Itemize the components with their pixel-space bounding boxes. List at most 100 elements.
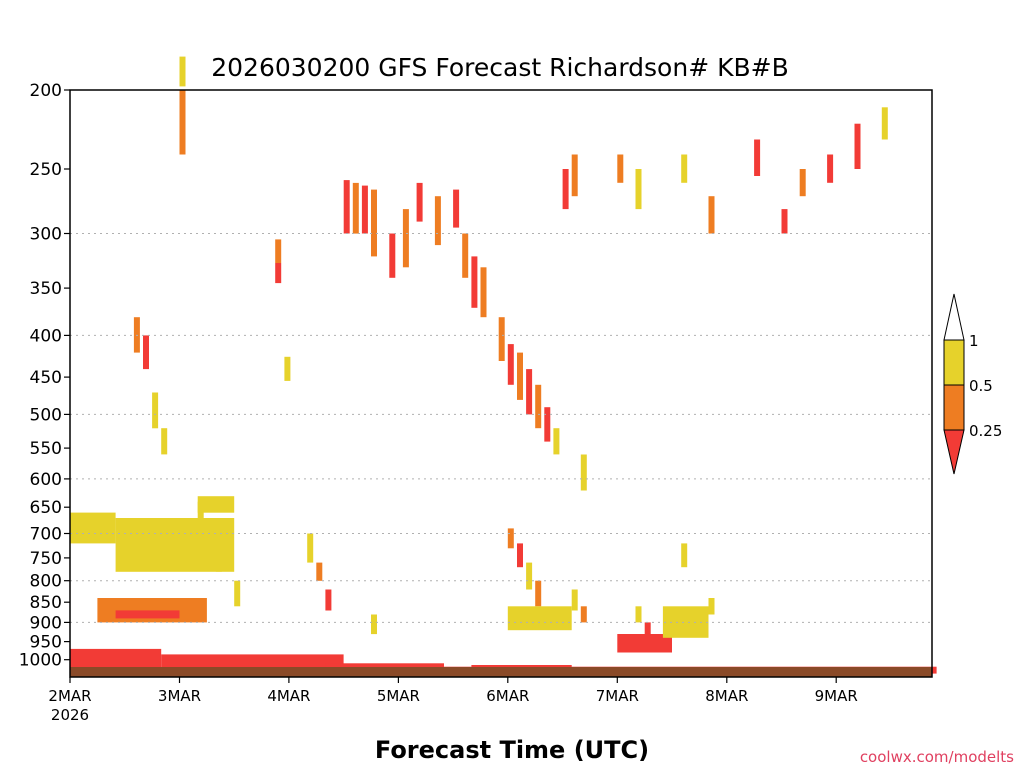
- richardson-cell: [635, 169, 642, 210]
- y-tick-label-800: 800: [30, 572, 62, 592]
- x-tick-label-9MAR: 9MAR: [815, 687, 858, 705]
- y-tick-label-200: 200: [30, 81, 62, 101]
- x-tick-label-5MAR: 5MAR: [377, 687, 420, 705]
- stability-band: [617, 634, 672, 653]
- chart-title: 2026030200 GFS Forecast Richardson# KB#B: [211, 53, 789, 82]
- richardson-cell: [325, 589, 332, 611]
- richardson-cell: [316, 562, 323, 581]
- stability-band: [197, 496, 235, 513]
- richardson-cell: [526, 369, 533, 415]
- richardson-cell: [507, 344, 514, 385]
- x-axis: 2MAR 3MAR 4MAR 5MAR 6MAR 7MAR 8MAR 9MAR 2026: [48, 677, 858, 724]
- y-tick-label-550: 550: [30, 439, 62, 459]
- richardson-cell: [416, 182, 423, 222]
- richardson-cell: [781, 209, 788, 234]
- richardson-cell: [371, 189, 377, 257]
- richardson-cell: [517, 543, 523, 568]
- x-tick-label-3MAR: 3MAR: [158, 687, 201, 705]
- richardson-cell: [617, 154, 624, 183]
- richardson-cell: [471, 256, 478, 308]
- y-axis: 200 250 300 350 400 450 500 550 600 650 700 750 8008…: [19, 81, 70, 671]
- richardson-cell: [827, 154, 834, 183]
- richardson-cell: [854, 123, 861, 169]
- richardson-cell: [708, 598, 715, 615]
- richardson-cell: [161, 428, 168, 455]
- richardson-cell: [434, 196, 441, 246]
- richardson-cell: [371, 614, 377, 635]
- y-tick-label-900: 900: [30, 613, 62, 633]
- legend-swatch-0.25-0.5: [943, 384, 965, 431]
- richardson-cell: [544, 407, 551, 442]
- y-tick-label-850: 850: [30, 593, 62, 613]
- x-year-label: 2026: [51, 706, 89, 724]
- richardson-cell: [644, 622, 651, 642]
- legend-swatch-above-1: [943, 293, 965, 341]
- richardson-cell: [179, 90, 186, 155]
- stability-band: [70, 648, 162, 671]
- richardson-cell: [571, 154, 578, 197]
- richardson-cell: [507, 528, 514, 549]
- richardson-cell: [275, 263, 282, 284]
- richardson-cell: [517, 352, 523, 400]
- richardson-cell: [152, 392, 159, 429]
- richardson-cell: [352, 182, 359, 234]
- richardson-cell: [498, 317, 505, 361]
- y-tick-label-500: 500: [30, 405, 62, 425]
- richardson-cell: [526, 562, 533, 590]
- legend-label-1: 1: [969, 332, 979, 350]
- richardson-cell: [389, 233, 396, 278]
- richardson-cell: [343, 180, 350, 234]
- y-tick-label-350: 350: [30, 279, 62, 299]
- y-tick-label-600: 600: [30, 470, 62, 490]
- data-cells: [133, 56, 888, 642]
- richardson-cell: [234, 580, 241, 607]
- richardson-cell: [402, 209, 409, 268]
- stability-band: [325, 663, 444, 671]
- y-tick-label-1000: 1000: [19, 651, 62, 671]
- legend-label-0.5: 0.5: [969, 377, 993, 395]
- richardson-cell: [361, 185, 368, 234]
- y-tick-label-750: 750: [30, 549, 62, 569]
- richardson-cell: [681, 543, 688, 568]
- y-tick-label-650: 650: [30, 498, 62, 518]
- y-tick-label-950: 950: [30, 633, 62, 653]
- richardson-cell: [708, 196, 715, 234]
- richardson-cell: [580, 454, 587, 491]
- stability-band: [507, 606, 572, 631]
- richardson-cell: [553, 428, 560, 455]
- richardson-cell: [462, 233, 469, 278]
- x-tick-label-6MAR: 6MAR: [486, 687, 529, 705]
- stability-band: [70, 512, 116, 544]
- stability-regions: [70, 496, 937, 674]
- y-tick-label-700: 700: [30, 525, 62, 545]
- richardson-cell: [562, 169, 569, 210]
- plot-frame: [69, 89, 933, 678]
- x-tick-label-2MAR: 2MAR: [48, 687, 91, 705]
- legend-swatch-below-0.25: [943, 429, 965, 475]
- richardson-cell: [681, 154, 688, 183]
- ground-surface: [70, 667, 932, 677]
- y-tick-label-450: 450: [30, 368, 62, 388]
- richardson-cell: [179, 56, 186, 87]
- legend-swatch-0.5-1: [943, 339, 965, 386]
- richardson-cell: [143, 335, 149, 370]
- richardson-cell: [580, 606, 587, 623]
- richardson-cell: [799, 169, 806, 197]
- x-tick-label-8MAR: 8MAR: [705, 687, 748, 705]
- richardson-cell: [571, 589, 578, 611]
- richardson-cell: [754, 139, 761, 176]
- y-tick-label-300: 300: [30, 225, 62, 245]
- richardson-cell: [307, 533, 314, 563]
- richardson-cell: [535, 580, 542, 607]
- richardson-cell: [284, 356, 291, 381]
- richardson-cell: [881, 107, 888, 140]
- richardson-cell: [635, 606, 642, 623]
- richardson-cell: [453, 189, 460, 228]
- x-tick-label-7MAR: 7MAR: [596, 687, 639, 705]
- colorbar-legend: 1 0.5 0.25: [943, 293, 1002, 475]
- stability-band: [115, 518, 235, 572]
- richardson-cell: [480, 267, 487, 318]
- y-tick-label-400: 400: [30, 326, 62, 346]
- stability-band: [115, 610, 180, 619]
